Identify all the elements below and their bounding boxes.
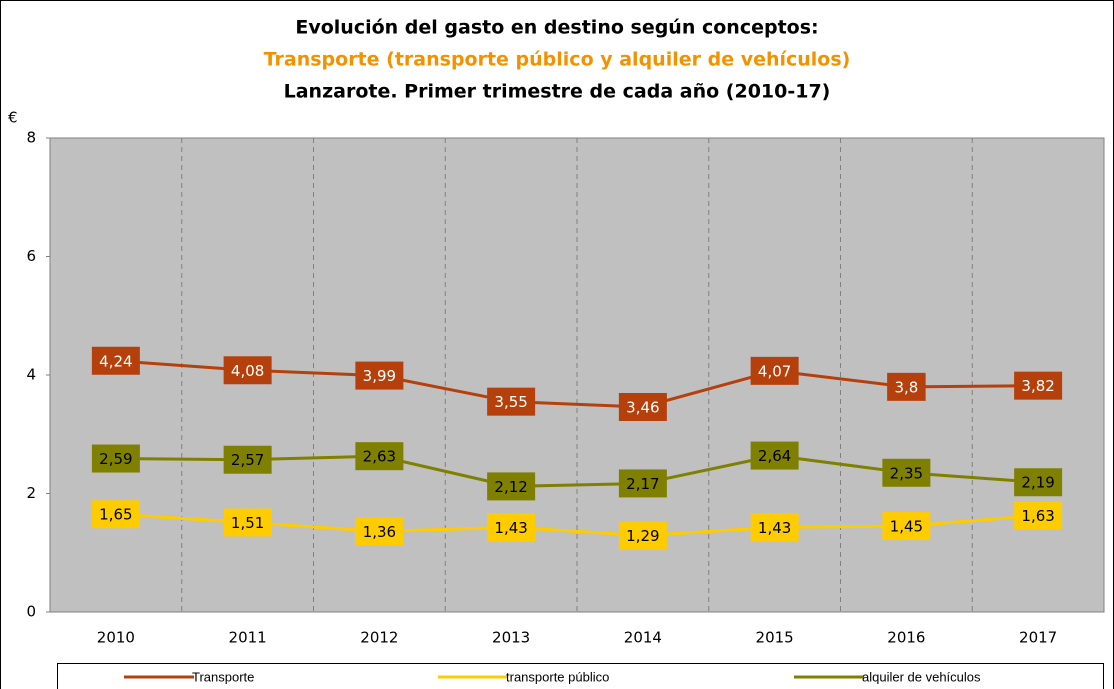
data-label-box (355, 442, 404, 471)
data-label-box (487, 387, 536, 416)
data-label-box (750, 441, 799, 470)
data-label: 1,43 (758, 519, 791, 537)
data-label: 1,51 (231, 514, 264, 532)
data-label-box (487, 472, 536, 501)
data-label-box (1014, 371, 1063, 400)
y-axis-label: € (8, 109, 18, 127)
x-tick-label: 2014 (624, 629, 662, 647)
data-label: 3,82 (1021, 377, 1054, 395)
data-label: 3,99 (363, 367, 396, 385)
data-label: 1,29 (626, 527, 659, 545)
data-label: 1,63 (1021, 507, 1054, 525)
data-label: 4,24 (99, 352, 132, 370)
legend-label: alquiler de vehículos (862, 669, 981, 684)
data-label: 3,8 (894, 378, 918, 396)
data-label-box (91, 500, 140, 529)
data-label-box (355, 361, 404, 390)
data-label: 4,07 (758, 362, 791, 380)
data-label-box (1014, 468, 1063, 497)
legend-label: Transporte (192, 669, 254, 684)
data-label-box (91, 346, 140, 375)
chart-title: Evolución del gasto en destino según con… (295, 17, 818, 39)
data-label: 2,12 (494, 478, 527, 496)
y-tick-label: 2 (26, 484, 36, 502)
y-tick-label: 0 (26, 603, 36, 621)
data-label: 2,59 (99, 450, 132, 468)
y-tick-label: 6 (26, 247, 36, 265)
data-label-box (887, 372, 926, 401)
data-label-box (618, 469, 667, 498)
x-tick-label: 2013 (492, 629, 530, 647)
data-label-box (750, 513, 799, 542)
data-label: 1,36 (363, 523, 396, 541)
data-label-box (487, 513, 536, 542)
data-label: 1,65 (99, 506, 132, 524)
data-label-box (618, 392, 667, 421)
data-label-box (91, 444, 140, 473)
data-label: 4,08 (231, 362, 264, 380)
chart-caption: Lanzarote. Primer trimestre de cada año … (284, 81, 831, 103)
x-tick-label: 2010 (97, 629, 135, 647)
data-label-box (750, 356, 799, 385)
x-tick-label: 2011 (229, 629, 267, 647)
y-tick-label: 4 (26, 366, 36, 384)
legend-box (57, 663, 1104, 689)
data-label: 2,17 (626, 475, 659, 493)
data-label-box (223, 445, 272, 474)
x-tick-label: 2012 (360, 629, 398, 647)
data-label-box (223, 356, 272, 385)
legend-label: transporte público (506, 669, 609, 684)
data-label: 2,63 (363, 448, 396, 466)
data-label-box (1014, 501, 1063, 530)
data-label: 2,35 (890, 464, 923, 482)
data-label: 3,46 (626, 398, 659, 416)
data-label: 1,43 (494, 519, 527, 537)
legend: Transporte transporte público alquiler de … (57, 663, 1104, 689)
data-label: 3,55 (494, 393, 527, 411)
data-label: 2,57 (231, 451, 264, 469)
x-tick-label: 2016 (887, 629, 925, 647)
chart-subtitle: Transporte (transporte público y alquile… (264, 49, 851, 71)
data-label: 2,64 (758, 447, 791, 465)
x-tick-label: 2017 (1019, 629, 1057, 647)
data-label: 2,19 (1021, 474, 1054, 492)
y-tick-label: 8 (26, 129, 36, 147)
data-label-box (618, 521, 667, 550)
data-label-box (223, 508, 272, 537)
x-tick-label: 2015 (756, 629, 794, 647)
data-label-box (355, 517, 404, 546)
data-label-box (882, 512, 931, 541)
data-label-box (882, 458, 931, 487)
data-label: 1,45 (890, 518, 923, 536)
